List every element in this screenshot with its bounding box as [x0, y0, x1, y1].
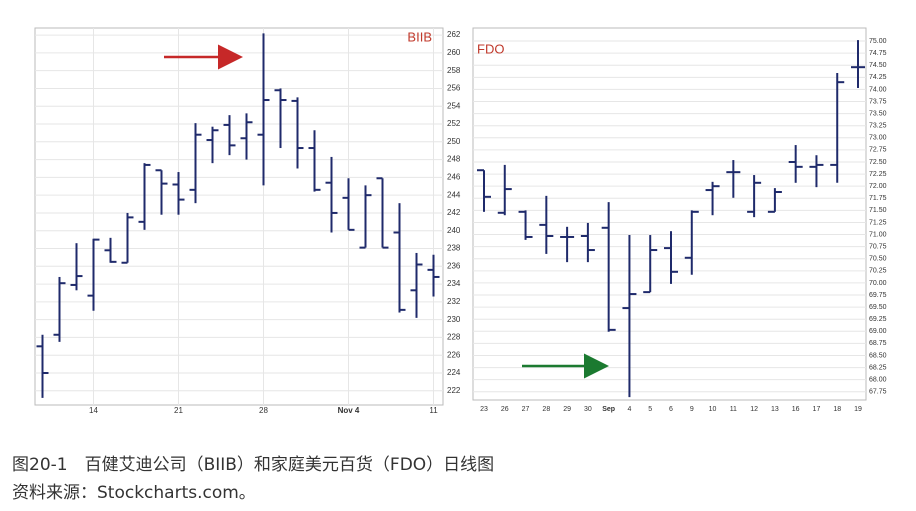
y-tick-label: 242: [447, 208, 461, 217]
y-tick-label: 71.50: [869, 207, 887, 214]
y-tick-label: 250: [447, 137, 461, 146]
y-tick-label: 73.00: [869, 135, 887, 142]
x-tick-label: 21: [174, 406, 183, 415]
y-tick-label: 244: [447, 190, 461, 199]
y-tick-label: 74.25: [869, 74, 887, 81]
x-tick-label: 4: [627, 406, 631, 413]
y-tick-label: 230: [447, 315, 461, 324]
y-tick-label: 72.00: [869, 183, 887, 190]
x-tick-label: 12: [750, 406, 758, 413]
x-tick-label: 17: [813, 406, 821, 413]
x-tick-label: 19: [854, 406, 862, 413]
y-tick-label: 72.50: [869, 159, 887, 166]
y-tick-label: 74.50: [869, 62, 887, 69]
y-tick-label: 260: [447, 48, 461, 57]
y-tick-label: 258: [447, 66, 461, 75]
y-tick-label: 72.25: [869, 171, 887, 178]
x-tick-label: 9: [690, 406, 694, 413]
charts: 2222242262282302322342362382402422442462…: [34, 27, 887, 415]
x-tick-label: 5: [648, 406, 652, 413]
y-tick-label: 71.25: [869, 219, 887, 226]
y-tick-label: 69.50: [869, 304, 887, 311]
y-tick-label: 74.75: [869, 50, 887, 57]
y-tick-label: 70.75: [869, 243, 887, 250]
y-tick-label: 234: [447, 279, 461, 288]
y-tick-label: 70.25: [869, 268, 887, 275]
x-tick-label: 14: [89, 406, 98, 415]
y-tick-label: 68.00: [869, 377, 887, 384]
y-tick-label: 67.75: [869, 389, 887, 396]
y-tick-label: 254: [447, 101, 461, 110]
y-tick-label: 248: [447, 155, 461, 164]
y-tick-label: 70.50: [869, 256, 887, 263]
y-tick-label: 70.00: [869, 280, 887, 287]
y-tick-label: 68.75: [869, 340, 887, 347]
x-tick-label: 26: [501, 406, 509, 413]
y-tick-label: 262: [447, 30, 461, 39]
x-tick-label: 27: [522, 406, 530, 413]
y-tick-label: 224: [447, 368, 461, 377]
y-tick-label: 69.00: [869, 328, 887, 335]
y-tick-label: 68.50: [869, 352, 887, 359]
chart-title: FDO: [477, 41, 504, 56]
y-tick-label: 228: [447, 333, 461, 342]
chart-title: BIIB: [407, 29, 432, 44]
y-tick-label: 71.75: [869, 195, 887, 202]
x-tick-label: 29: [563, 406, 571, 413]
x-tick-label: 10: [709, 406, 717, 413]
y-tick-label: 222: [447, 386, 461, 395]
y-tick-label: 73.75: [869, 98, 887, 105]
y-tick-label: 240: [447, 226, 461, 235]
x-tick-label: 11: [730, 406, 737, 413]
x-tick-label: 11: [429, 406, 438, 415]
y-tick-label: 226: [447, 350, 461, 359]
y-tick-label: 69.25: [869, 316, 887, 323]
x-tick-label: 18: [833, 406, 841, 413]
y-tick-label: 68.25: [869, 364, 887, 371]
plot-frame: [472, 27, 867, 401]
figure-caption: 图20-1 百健艾迪公司（BIIB）和家庭美元百货（FDO）日线图: [12, 455, 495, 475]
y-tick-label: 71.00: [869, 231, 887, 238]
y-tick-label: 73.25: [869, 123, 887, 130]
source-caption: 资料来源：Stockcharts.com。: [12, 483, 256, 503]
y-tick-label: 69.75: [869, 292, 887, 299]
x-tick-label: Nov 4: [338, 406, 360, 415]
y-tick-label: 72.75: [869, 147, 887, 154]
x-tick-label: Sep: [602, 406, 615, 413]
x-tick-label: 16: [792, 406, 800, 413]
x-tick-label: 28: [259, 406, 268, 415]
y-tick-label: 238: [447, 244, 461, 253]
y-tick-label: 246: [447, 172, 461, 181]
y-tick-label: 236: [447, 261, 461, 270]
y-tick-label: 74.00: [869, 86, 887, 93]
x-tick-label: 30: [584, 406, 592, 413]
plot-frame: [34, 27, 444, 406]
y-tick-label: 232: [447, 297, 461, 306]
y-tick-label: 75.00: [869, 38, 887, 45]
y-tick-label: 73.50: [869, 110, 887, 117]
x-tick-label: 6: [669, 406, 673, 413]
x-tick-label: 13: [771, 406, 779, 413]
y-tick-label: 256: [447, 84, 461, 93]
x-tick-label: 23: [480, 406, 488, 413]
y-tick-label: 252: [447, 119, 461, 128]
x-tick-label: 28: [542, 406, 550, 413]
